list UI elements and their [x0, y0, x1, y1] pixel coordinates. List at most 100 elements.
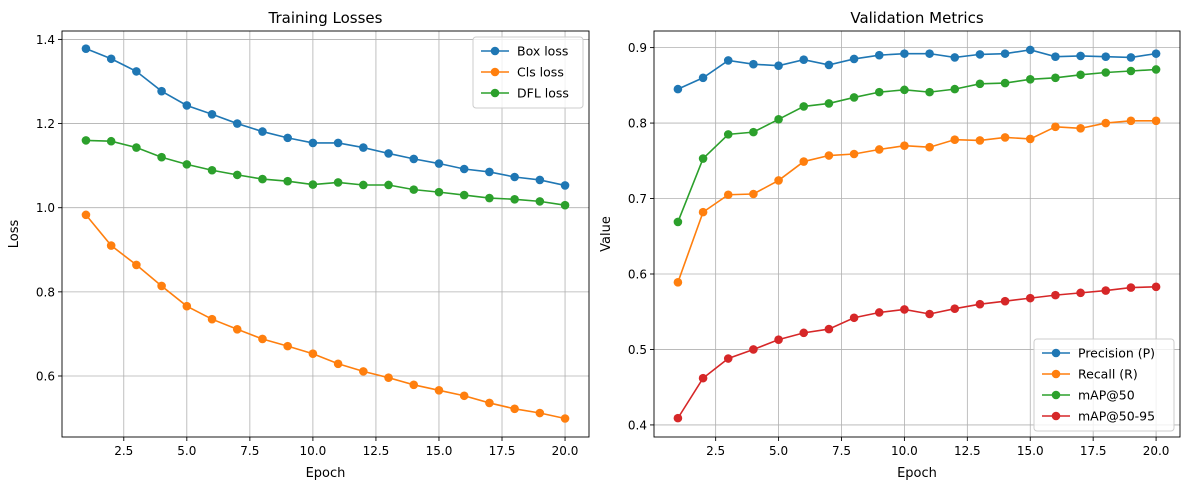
data-point — [182, 160, 192, 169]
y-axis-label: Value — [599, 216, 614, 252]
data-point — [900, 141, 909, 151]
x-tick-label: 7.5 — [832, 444, 851, 458]
data-point — [106, 136, 116, 146]
series-line-2 — [677, 120, 1157, 283]
data-point — [1151, 282, 1161, 292]
y-tick-label: 0.6 — [36, 369, 55, 383]
data-point — [824, 324, 834, 334]
data-point — [975, 79, 985, 89]
data-point — [1126, 116, 1136, 126]
data-point — [799, 328, 809, 338]
data-point — [1126, 66, 1136, 76]
data-point — [698, 373, 708, 383]
data-point — [1000, 78, 1010, 88]
data-point — [106, 241, 116, 250]
data-point — [824, 151, 834, 160]
data-point — [232, 324, 242, 334]
legend: Box loss Cls loss DFL loss — [472, 36, 584, 109]
data-point — [258, 174, 267, 184]
legend-label: mAP@50-95 — [1078, 409, 1155, 424]
data-point — [510, 404, 519, 414]
data-point — [434, 187, 444, 197]
data-point — [308, 349, 318, 358]
legend-label: Cls loss — [517, 65, 564, 80]
x-tick-label: 17.5 — [489, 444, 516, 458]
data-point — [824, 99, 834, 108]
x-tick-label: 15.0 — [1017, 444, 1044, 458]
plot-frame — [61, 30, 590, 438]
data-point — [950, 84, 960, 94]
data-point — [1101, 118, 1111, 128]
data-point — [799, 102, 809, 111]
data-point — [132, 67, 141, 76]
data-point — [535, 197, 545, 206]
data-point — [157, 152, 166, 162]
data-point — [232, 119, 242, 128]
data-point — [925, 87, 934, 97]
x-tick-label: 20.0 — [1143, 444, 1170, 458]
y-axis-label: Loss — [7, 220, 22, 249]
data-point — [1151, 116, 1161, 126]
data-point — [975, 136, 985, 145]
data-point — [1076, 70, 1085, 80]
data-point — [409, 380, 419, 390]
data-point — [283, 133, 292, 143]
data-point — [874, 145, 884, 154]
data-point — [258, 127, 267, 136]
x-tick-label: 12.5 — [363, 444, 390, 458]
data-point — [1101, 286, 1111, 295]
data-point — [535, 408, 545, 418]
data-point — [1126, 53, 1136, 62]
data-point — [359, 143, 368, 152]
data-point — [1076, 51, 1085, 61]
data-point — [1000, 133, 1010, 142]
y-tick-label: 0.6 — [628, 267, 647, 281]
data-point — [1126, 283, 1136, 292]
data-point — [975, 299, 985, 309]
y-tick-label: 0.9 — [628, 41, 647, 55]
x-tick-label: 2.5 — [114, 444, 133, 458]
data-point — [459, 190, 469, 200]
data-point — [1051, 52, 1060, 61]
data-point — [510, 172, 519, 182]
data-point — [975, 50, 985, 59]
y-tick-label: 1.2 — [36, 117, 55, 131]
data-point — [1025, 74, 1035, 84]
legend-marker — [1051, 369, 1061, 379]
data-point — [698, 154, 708, 163]
data-point — [81, 44, 91, 53]
data-point — [333, 138, 343, 148]
data-point — [874, 50, 884, 60]
data-point — [698, 207, 708, 217]
data-point — [673, 217, 683, 227]
data-point — [157, 281, 166, 291]
data-point — [1051, 122, 1060, 132]
data-point — [1025, 293, 1035, 303]
data-point — [207, 165, 217, 175]
data-point — [560, 181, 570, 190]
data-point — [749, 59, 758, 69]
legend-marker — [1051, 348, 1061, 358]
data-point — [81, 210, 91, 220]
data-point — [283, 341, 292, 351]
legend-box — [1033, 338, 1175, 432]
data-point — [749, 127, 758, 137]
x-tick-label: 17.5 — [1080, 444, 1107, 458]
legend-label: DFL loss — [517, 86, 569, 101]
data-point — [359, 180, 368, 190]
data-point — [560, 414, 570, 423]
y-tick-label: 0.8 — [36, 285, 55, 299]
y-tick-label: 1.0 — [36, 201, 55, 215]
data-point — [459, 391, 469, 401]
data-point — [1076, 124, 1085, 133]
data-point — [950, 304, 960, 314]
data-point — [673, 413, 683, 423]
data-point — [874, 308, 884, 317]
data-point — [485, 167, 494, 177]
data-point — [749, 189, 758, 199]
x-tick-label: 10.0 — [891, 444, 918, 458]
data-point — [925, 142, 934, 152]
data-point — [434, 385, 444, 395]
data-point — [723, 354, 733, 363]
legend-marker — [1051, 411, 1061, 421]
